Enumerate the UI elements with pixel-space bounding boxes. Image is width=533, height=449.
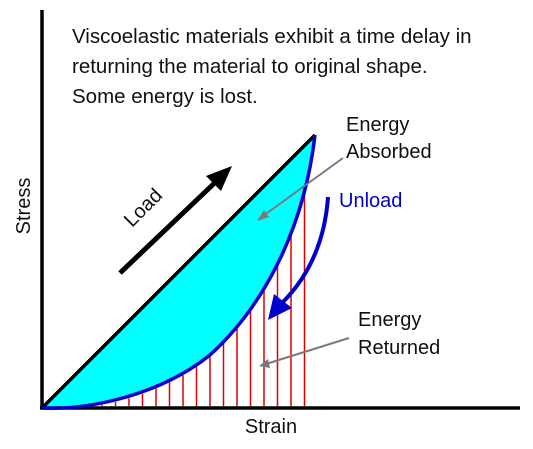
load-arrowhead [206,166,232,191]
description-line-3: Some energy is lost. [72,85,258,108]
x-axis-label: Strain [245,416,297,438]
energy-returned-hatching [74,193,306,409]
energy-returned-label-line-1: Energy [358,309,421,331]
energy-absorbed-label-line-1: Energy [346,114,409,136]
unload-arrow [280,196,330,305]
unload-curve [41,134,317,410]
energy-absorbed-pointer [262,157,344,217]
load-label: Load [120,185,167,232]
load-arrow [118,172,226,275]
energy-absorbed-pointer-head [257,210,269,221]
energy-returned-label-line-2: Returned [358,337,440,359]
unload-arrowhead [268,294,292,320]
energy-returned-pointer-head [259,359,270,368]
y-axis-label: Stress [13,178,35,235]
load-curve [40,133,317,410]
description-line-2: returning the material to original shape… [72,55,428,78]
energy-returned-pointer [265,337,350,365]
unload-label: Unload [339,190,402,212]
energy-absorbed-label-line-2: Absorbed [346,141,432,163]
description-line-1: Viscoelastic materials exhibit a time de… [72,25,472,48]
